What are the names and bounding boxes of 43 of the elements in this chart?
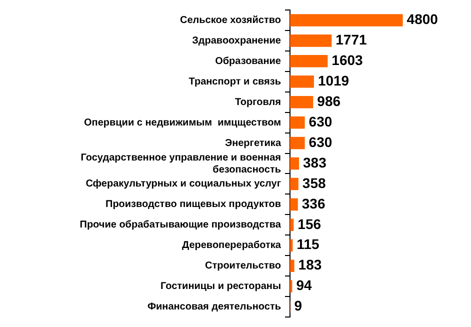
data-label: 630 — [308, 113, 332, 130]
y-tick-label: Транспорт и связь — [188, 76, 281, 88]
y-tick-label: Финансовая деятельность — [147, 302, 281, 313]
y-tick-label: Образование — [215, 56, 282, 67]
y-tick-label: Опервции с недвижимым имцществом — [84, 117, 281, 128]
data-label: 4800 — [406, 11, 438, 28]
y-tick-label: Гостиницы и рестораны — [160, 281, 281, 292]
data-label: 94 — [296, 277, 312, 294]
data-label: 630 — [308, 134, 332, 150]
bar — [290, 14, 403, 26]
bar — [290, 198, 298, 211]
bar — [290, 178, 298, 190]
y-tick-label: Здравоохранение — [192, 35, 282, 46]
data-label: 383 — [303, 154, 327, 170]
bar — [290, 75, 314, 88]
data-label: 336 — [302, 195, 326, 212]
bar — [290, 218, 294, 232]
data-label: 156 — [298, 216, 322, 232]
data-label: 358 — [302, 174, 326, 191]
data-label: 1771 — [336, 32, 367, 48]
y-tick-label: Строительство — [204, 260, 281, 272]
bar — [290, 239, 293, 252]
bar — [290, 116, 305, 129]
bar — [290, 157, 299, 170]
bar — [290, 55, 328, 68]
bar — [290, 96, 314, 108]
bar — [290, 34, 332, 47]
y-tick-label: Энергетика — [224, 138, 282, 149]
data-label: 9 — [294, 298, 302, 314]
y-tick-label: Торговля — [234, 96, 282, 108]
data-label: 1019 — [318, 72, 350, 88]
y-tick-label: Деревопереработка — [182, 240, 282, 252]
data-label: 183 — [298, 256, 322, 273]
bar — [290, 260, 294, 272]
y-tick-label: Государственное управление и военная безопасность — [80, 152, 282, 176]
data-label: 986 — [317, 92, 341, 109]
bar — [290, 136, 305, 150]
y-tick-label: Сферакультурных и социальных услуг — [86, 178, 281, 190]
data-label: 1603 — [332, 52, 364, 68]
y-tick-label: Производство пищевых продуктов — [106, 199, 281, 210]
y-tick-label: Прочие обрабатывающие производства — [80, 220, 282, 231]
data-label: 115 — [296, 236, 320, 252]
y-tick-label: Сельское хозяйство — [180, 14, 281, 26]
